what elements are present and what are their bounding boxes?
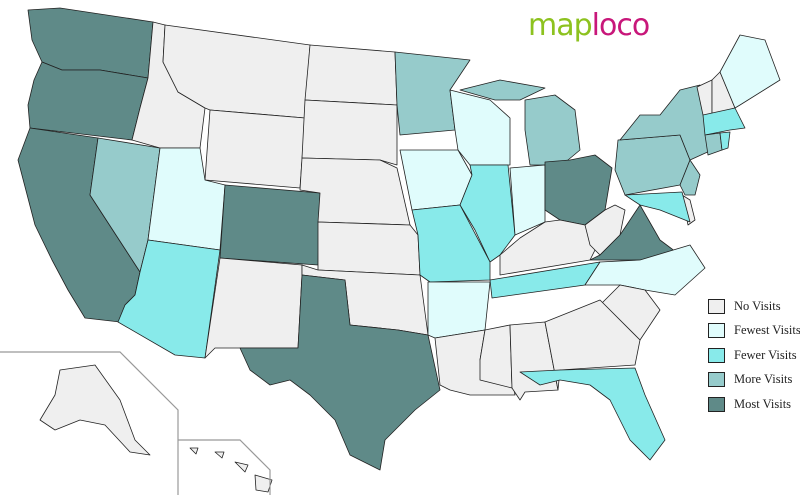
- state-nd: [304, 44, 398, 106]
- state-az: [117, 239, 221, 359]
- state-nm: [204, 257, 303, 359]
- state-hi: [254, 474, 273, 493]
- state-ct: [704, 132, 723, 156]
- state-sc: [599, 284, 661, 341]
- hawaii-inset-border: [178, 439, 271, 495]
- state-hi: [189, 447, 199, 455]
- state-in: [509, 164, 546, 236]
- state-hi: [234, 461, 249, 473]
- state-nc: [584, 244, 706, 296]
- legend-swatch: [708, 298, 725, 314]
- state-co: [219, 184, 321, 266]
- state-nj: [679, 159, 701, 196]
- state-wv: [584, 204, 626, 256]
- state-sd: [301, 99, 398, 166]
- state-mo: [411, 204, 491, 283]
- legend-item-fewer: Fewer Visits: [708, 343, 800, 368]
- legend-item-fewest: Fewest Visits: [708, 319, 800, 344]
- legend-swatch: [708, 323, 725, 339]
- legend-item-most: Most Visits: [708, 392, 800, 417]
- state-ar: [427, 281, 491, 339]
- state-ga: [544, 299, 641, 391]
- state-hi: [214, 451, 225, 459]
- state-tx: [239, 274, 441, 471]
- legend-swatch: [708, 396, 725, 412]
- state-wy: [204, 109, 306, 189]
- alaska-inset-border: [0, 351, 179, 495]
- state-ms: [479, 324, 513, 389]
- state-mi: [524, 94, 581, 166]
- legend-item-more: More Visits: [708, 368, 800, 393]
- state-ri: [719, 131, 731, 151]
- state-pa: [614, 134, 691, 196]
- legend-swatch: [708, 372, 725, 388]
- legend-swatch: [708, 347, 725, 363]
- legend: No Visits Fewest Visits Fewer Visits Mor…: [708, 294, 800, 417]
- state-ks: [317, 221, 421, 276]
- maploco-logo: maploco: [528, 8, 650, 43]
- state-md: [624, 191, 691, 223]
- state-mi: [459, 79, 546, 101]
- state-ak: [39, 364, 151, 456]
- state-ma: [702, 107, 746, 136]
- state-fl: [519, 367, 666, 461]
- legend-item-none: No Visits: [708, 294, 800, 319]
